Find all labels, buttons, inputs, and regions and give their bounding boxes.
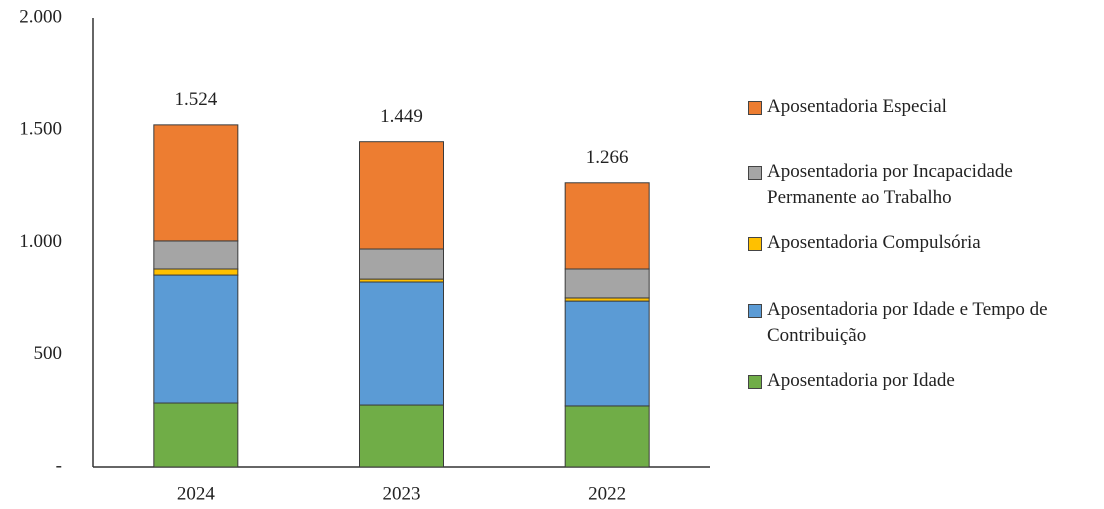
bar-segment	[359, 404, 444, 468]
legend-item: Aposentadoria por Idade e Tempo de Contr…	[748, 297, 1098, 349]
bar-segment	[153, 240, 239, 270]
bar-segment	[564, 300, 650, 407]
total-label: 1.449	[380, 106, 423, 127]
bar-segment	[153, 274, 239, 404]
legend-swatch	[748, 375, 762, 389]
legend-label: Aposentadoria Compulsória	[767, 232, 981, 253]
legend-item: Aposentadoria Especial	[748, 94, 1098, 120]
total-label: 1.266	[586, 147, 629, 168]
legend-swatch	[748, 101, 762, 115]
bar-segment	[564, 405, 650, 468]
legend-swatch	[748, 237, 762, 251]
bar-segment	[153, 402, 239, 468]
legend-item: Aposentadoria por Idade	[748, 368, 1098, 394]
legend-item: Aposentadoria por Incapacidade Permanent…	[748, 159, 1098, 211]
x-tick-label: 2023	[383, 483, 421, 504]
y-tick-label: 1.000	[19, 231, 62, 252]
legend-label: Aposentadoria por Idade e Tempo de Contr…	[767, 299, 1048, 346]
y-tick-label: -	[56, 455, 62, 476]
bar-segment	[153, 124, 239, 242]
total-label: 1.524	[174, 89, 217, 110]
legend-swatch	[748, 304, 762, 318]
legend-swatch	[748, 166, 762, 180]
legend-item: Aposentadoria Compulsória	[748, 230, 1098, 256]
bar-segment	[359, 141, 444, 250]
y-tick-label: 2.000	[19, 6, 62, 27]
y-tick-label: 1.500	[19, 119, 62, 140]
legend-label: Aposentadoria por Idade	[767, 370, 955, 391]
legend-label: Aposentadoria por Incapacidade Permanent…	[767, 161, 1013, 208]
bar-segment	[564, 268, 650, 299]
bar-segment	[564, 182, 650, 270]
legend-label: Aposentadoria Especial	[767, 96, 947, 117]
x-tick-label: 2024	[177, 483, 216, 504]
chart: - 500 1.000 1.500 2.000 1.524 2024 1.449 2023 1.2…	[19, 6, 710, 504]
y-tick-label: 500	[34, 343, 63, 364]
bar-segment	[153, 268, 239, 276]
x-tick-label: 2022	[588, 483, 626, 504]
bar-segment	[359, 281, 444, 406]
bar-segment	[359, 248, 444, 280]
